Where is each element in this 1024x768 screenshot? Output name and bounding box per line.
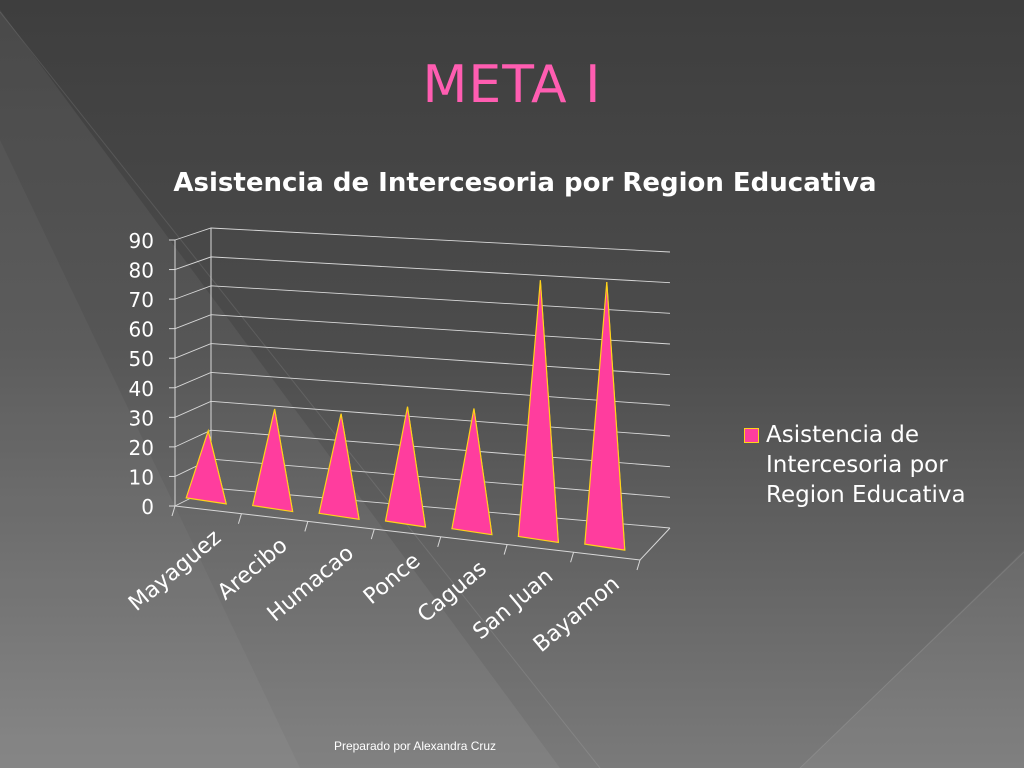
gridline xyxy=(174,227,671,253)
gridline xyxy=(174,285,671,314)
y-tick-label: 70 xyxy=(129,288,154,312)
y-tick-label: 90 xyxy=(129,229,154,253)
gridline xyxy=(174,343,671,376)
pyramid-bar xyxy=(517,280,560,544)
chart-bars xyxy=(185,280,626,551)
x-tick-mark xyxy=(370,528,375,540)
pyramid-bar xyxy=(318,413,360,521)
y-tick-label: 0 xyxy=(141,495,154,519)
legend-swatch xyxy=(744,428,759,443)
pyramid-bar xyxy=(384,406,427,528)
x-tick-label: Ponce xyxy=(359,548,425,609)
legend-label: Asistencia de Intercesoria por Region Ed… xyxy=(766,422,966,508)
pyramid-bar xyxy=(584,282,626,551)
x-tick-mark xyxy=(503,544,508,555)
pyramid-bar xyxy=(185,428,228,505)
x-tick-mark xyxy=(237,513,242,524)
x-tick-mark xyxy=(171,505,176,517)
x-tick-mark xyxy=(437,536,442,548)
chart-title: Asistencia de Intercesoria por Region Ed… xyxy=(173,168,877,198)
slide-title: META I xyxy=(422,55,602,115)
gridline xyxy=(174,314,671,345)
y-tick-label: 30 xyxy=(129,406,154,430)
y-tick-label: 60 xyxy=(129,318,154,342)
y-tick-label: 20 xyxy=(129,436,154,460)
x-tick-mark xyxy=(570,552,575,563)
y-tick-label: 40 xyxy=(129,377,154,401)
pyramid-bar xyxy=(251,408,294,513)
y-tick-label: 80 xyxy=(129,259,154,283)
y-tick-label: 50 xyxy=(129,347,154,371)
x-tick-mark xyxy=(636,559,641,571)
gridline xyxy=(174,371,671,406)
y-tick-label: 10 xyxy=(129,465,154,489)
x-tick-mark xyxy=(304,521,309,532)
x-tick-label: Mayaguez xyxy=(124,525,226,616)
footer-credit: Preparado por Alexandra Cruz xyxy=(333,739,497,753)
gridline xyxy=(174,256,671,284)
pyramid-bar xyxy=(451,408,493,536)
